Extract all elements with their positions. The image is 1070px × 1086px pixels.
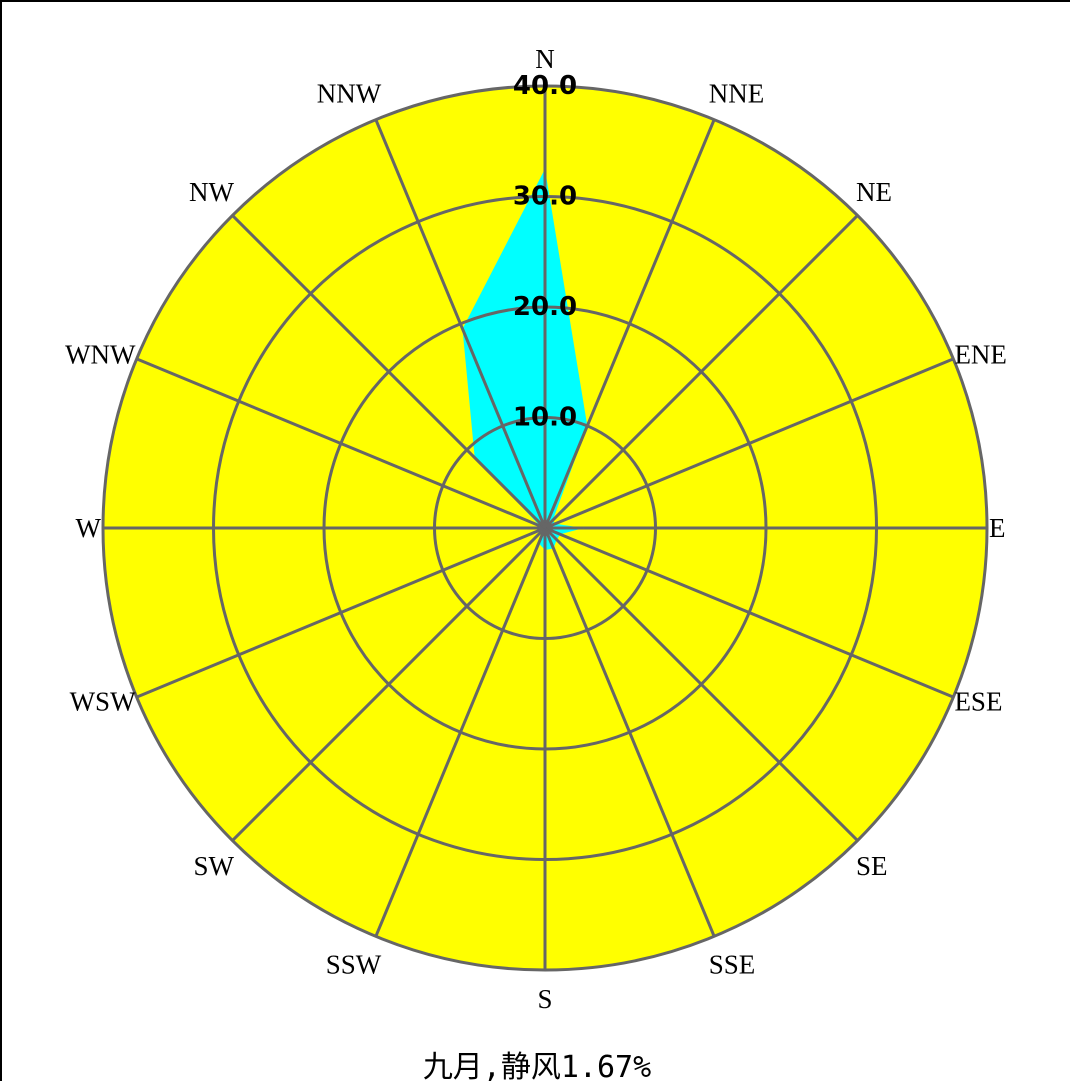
wind-rose-chart: 10.0 20.0 30.0 40.0N NNE NE ENE E ESE SE SSE S SSW SW… [2, 2, 1070, 1042]
direction-label: NNW [317, 79, 382, 109]
direction-label: WSW [70, 687, 137, 717]
direction-label: NW [189, 177, 234, 207]
ring-label: 10.0 [513, 403, 577, 433]
ring-label: 30.0 [513, 182, 577, 212]
ring-label: 20.0 [513, 292, 577, 322]
direction-label: E [989, 513, 1006, 543]
direction-label: WNW [65, 339, 136, 369]
direction-label: SSE [709, 949, 756, 979]
direction-label: N [535, 44, 555, 74]
direction-label: NE [856, 177, 892, 207]
direction-label: SE [856, 851, 888, 881]
ring-label: 40.0 [513, 71, 577, 101]
direction-label: NNE [709, 79, 765, 109]
direction-label: W [76, 513, 102, 543]
direction-label: SW [193, 851, 234, 881]
direction-label: ENE [954, 339, 1006, 369]
chart-caption: 九月,静风1.67% [2, 1042, 1070, 1086]
direction-label: ESE [954, 687, 1002, 717]
direction-label: SSW [326, 949, 382, 979]
direction-label: S [537, 984, 552, 1014]
